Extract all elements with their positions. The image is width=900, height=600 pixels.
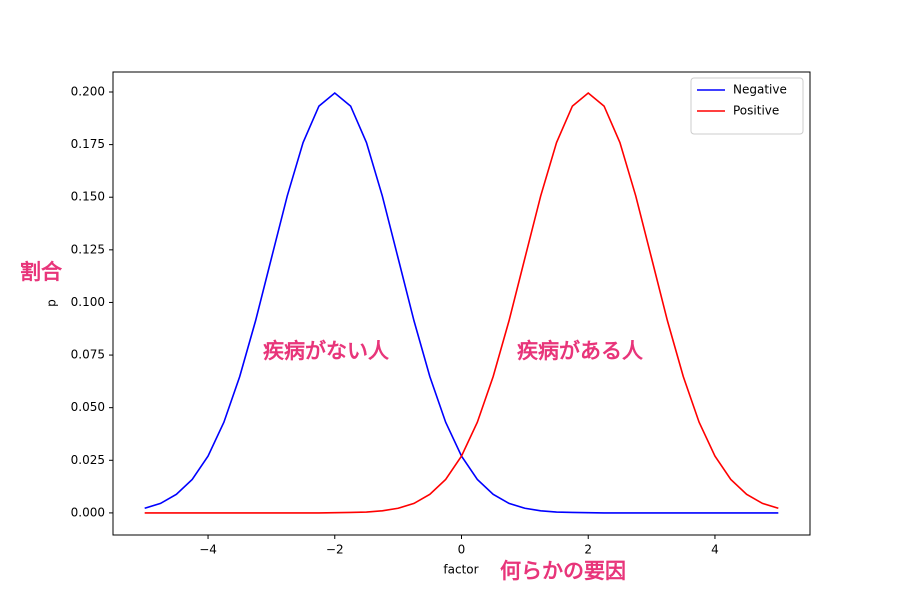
x-axis-label: factor [443, 563, 478, 577]
y-tick-label: 0.125 [71, 242, 105, 256]
line-series [144, 92, 779, 514]
y-tick-label: 0.075 [71, 348, 105, 362]
annotation: 疾病がない人 [263, 339, 389, 363]
annotation: 疾病がある人 [517, 339, 643, 363]
y-tick-label: 0.200 [71, 84, 105, 98]
x-tick-label: −2 [326, 543, 344, 557]
y-axis-label: p [45, 299, 59, 307]
legend-label: Negative [733, 83, 787, 97]
plot-frame [112, 71, 811, 536]
annotation: 割合 [20, 260, 63, 284]
x-tick-label: 2 [584, 543, 592, 557]
x-tick-label: −4 [199, 543, 217, 557]
line-series [144, 92, 779, 514]
y-tick-label: 0.175 [71, 137, 105, 151]
annotation: 何らかの要因 [500, 559, 626, 583]
y-tick-label: 0.050 [71, 400, 105, 414]
y-tick-label: 0.025 [71, 453, 105, 467]
y-tick-label: 0.000 [71, 505, 105, 519]
x-tick-label: 0 [458, 543, 466, 557]
x-tick-label: 4 [711, 543, 719, 557]
y-tick-label: 0.150 [71, 190, 105, 204]
legend-box [690, 77, 804, 135]
legend-label: Positive [733, 104, 779, 118]
y-tick-label: 0.100 [71, 295, 105, 309]
